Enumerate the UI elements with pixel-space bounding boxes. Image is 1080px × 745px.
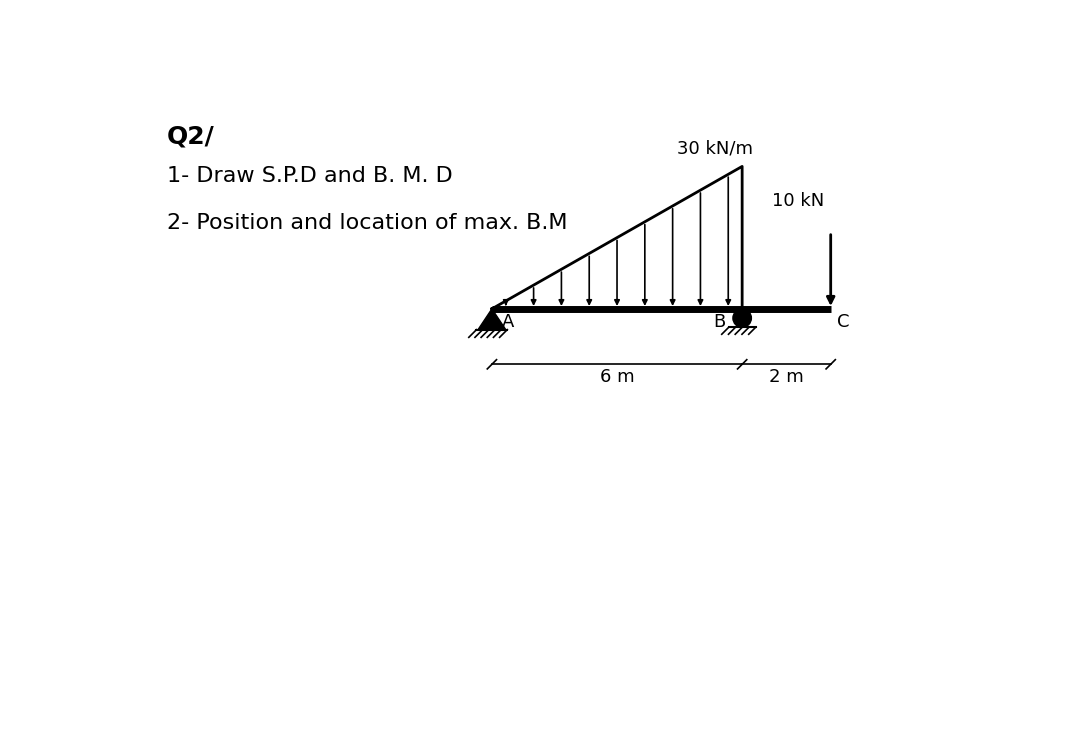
Text: 10 kN: 10 kN [772,192,824,210]
Text: C: C [837,313,849,331]
Text: 30 kN/m: 30 kN/m [677,139,753,157]
Text: A: A [502,313,514,331]
Polygon shape [478,309,505,329]
Text: Q2/: Q2/ [167,124,215,148]
Text: 2 m: 2 m [769,368,804,386]
Text: 6 m: 6 m [599,368,634,386]
Circle shape [733,309,752,327]
Text: 1- Draw S.P.D and B. M. D: 1- Draw S.P.D and B. M. D [167,166,453,186]
Text: 2- Position and location of max. B.M: 2- Position and location of max. B.M [167,212,567,232]
Text: B: B [713,313,725,331]
